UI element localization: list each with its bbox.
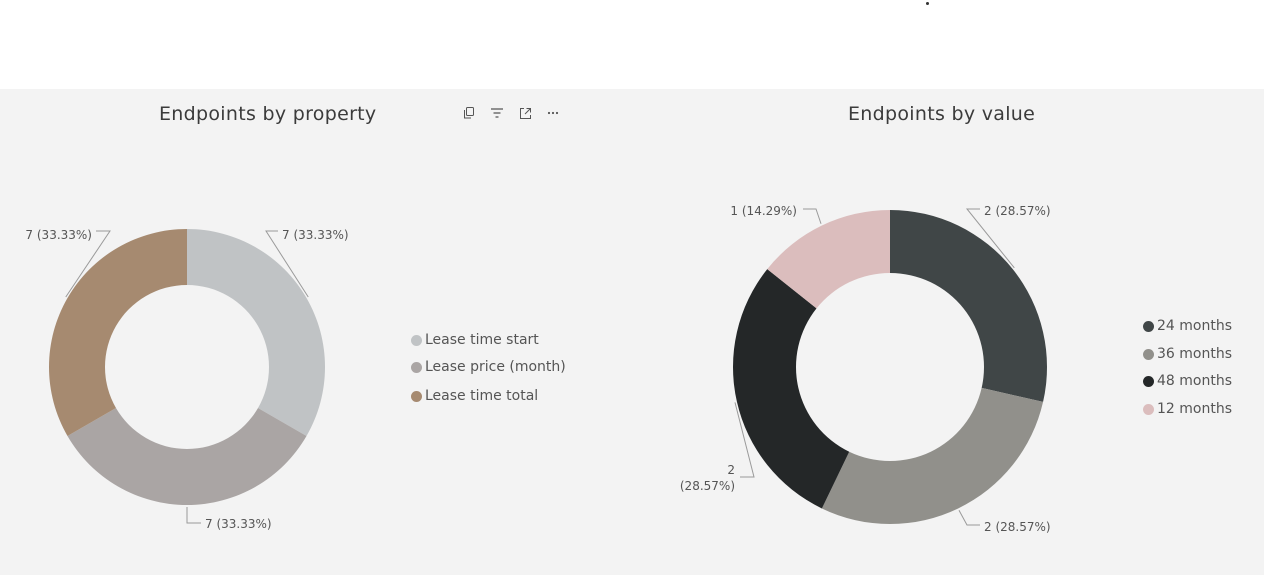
- leader-line: [803, 208, 822, 224]
- legend-marker: [1143, 375, 1154, 387]
- chart-title: Endpoints by property: [159, 103, 377, 125]
- legend-marker: [1143, 320, 1154, 332]
- donut-visual-endpoints-by-property[interactable]: Endpoints by property 7 (33.33%) 7 (33.33…: [0, 89, 600, 575]
- legend-label: 24 months: [1157, 318, 1232, 334]
- data-label: 2 (28.57%): [984, 520, 1051, 534]
- legend-marker: [1143, 348, 1154, 360]
- leader-line: [958, 510, 980, 526]
- canvas-marker: [926, 2, 929, 5]
- data-label: 1 (14.29%): [730, 204, 797, 218]
- leader-line: [265, 230, 309, 298]
- more-options-icon[interactable]: [545, 105, 561, 121]
- focus-mode-icon[interactable]: [517, 105, 533, 121]
- donut-slice-48-months[interactable]: [733, 269, 850, 509]
- data-label: 2 (28.57%): [984, 204, 1051, 218]
- leader-line: [734, 402, 755, 478]
- donut-slice-lease-time-total[interactable]: [49, 229, 187, 436]
- visual-header-toolbar: [461, 105, 561, 121]
- legend-marker: [1143, 403, 1154, 415]
- donut-slice-12-months[interactable]: [767, 210, 890, 309]
- filter-icon[interactable]: [489, 105, 505, 121]
- legend-label: Lease price (month): [425, 359, 566, 375]
- legend-label: 12 months: [1157, 401, 1232, 417]
- legend-label: 36 months: [1157, 346, 1232, 362]
- legend-marker: [411, 334, 422, 346]
- legend-item-12-months[interactable]: 12 months: [1143, 401, 1232, 417]
- data-label: (28.57%): [680, 479, 735, 493]
- legend-item-36-months[interactable]: 36 months: [1143, 346, 1232, 362]
- data-label: 7 (33.33%): [25, 228, 92, 242]
- legend-item-lease-time-total[interactable]: Lease time total: [411, 388, 538, 404]
- donut-slice-24-months[interactable]: [890, 210, 1047, 402]
- legend-label: Lease time total: [425, 388, 539, 404]
- donut-slice-lease-time-start[interactable]: [187, 229, 325, 436]
- donut-chart-area: 7 (33.33%) 7 (33.33%) 7 (33.33%): [25, 228, 349, 531]
- donut-chart-area: 2 (28.57%) 2 (28.57%) 2 (28.57%) 1 (14.29%): [680, 204, 1051, 534]
- donut-slice-36-months[interactable]: [821, 387, 1044, 524]
- legend-item-24-months[interactable]: 24 months: [1143, 318, 1232, 334]
- data-label: 7 (33.33%): [282, 228, 349, 242]
- legend-marker: [411, 390, 422, 402]
- legend-marker: [411, 361, 422, 373]
- leader-line: [65, 230, 111, 298]
- legend-item-lease-price-month[interactable]: Lease price (month): [411, 359, 566, 375]
- legend-label: 48 months: [1157, 373, 1232, 389]
- leader-line: [186, 507, 201, 524]
- leader-line: [965, 208, 1015, 269]
- legend-item-48-months[interactable]: 48 months: [1143, 373, 1232, 389]
- data-label: 2: [727, 463, 735, 477]
- copy-icon[interactable]: [461, 105, 477, 121]
- legend-label: Lease time start: [425, 332, 539, 348]
- chart-title: Endpoints by value: [848, 103, 1036, 125]
- data-label: 7 (33.33%): [205, 517, 272, 531]
- donut-slice-lease-price-month[interactable]: [67, 408, 307, 505]
- donut-visual-endpoints-by-value[interactable]: Endpoints by value 2 (28.57%) 2 (28.57%) 2…: [640, 89, 1264, 575]
- report-canvas: Endpoints by property 7 (33.33%) 7 (33.33…: [0, 89, 1264, 575]
- legend-item-lease-time-start[interactable]: Lease time start: [411, 332, 539, 348]
